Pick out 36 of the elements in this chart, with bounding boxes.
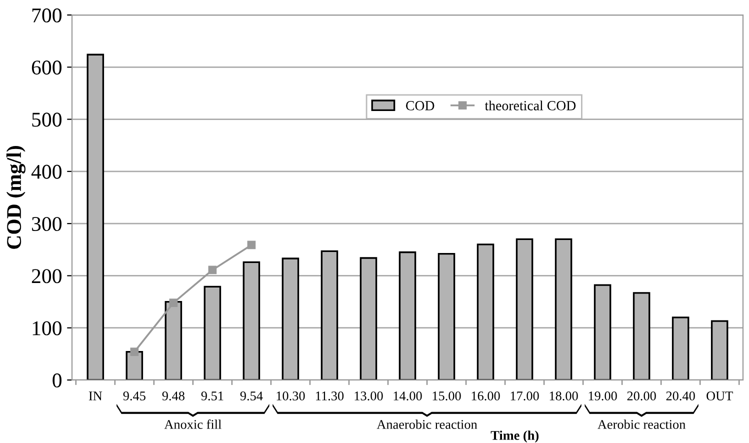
point — [208, 266, 217, 274]
x-tick-label: 10.30 — [276, 391, 305, 400]
text: Aerobic reaction — [598, 420, 686, 429]
x-tick-label: 13.00 — [354, 391, 383, 400]
x-tick-label: OUT — [706, 392, 733, 400]
point — [169, 298, 178, 307]
x-tick-label: 9.48 — [162, 391, 184, 400]
x-tick-label: 9.45 — [123, 392, 146, 400]
x-tick-label: 15.00 — [432, 391, 461, 400]
y-tick-label: 500 — [32, 112, 62, 127]
x-tick-label: 20.40 — [666, 391, 695, 400]
x-tick-label: IN — [88, 392, 102, 400]
y-tick-label: 600 — [32, 60, 62, 75]
text: Anaerobic reaction — [376, 420, 478, 429]
y-tick-label: 200 — [32, 269, 62, 284]
text: Anoxic fill — [164, 420, 222, 429]
legend-label: COD — [406, 101, 434, 110]
y-tick-label: 300 — [32, 216, 62, 232]
x-tick-label: 17.00 — [510, 391, 539, 400]
point — [130, 348, 139, 356]
y-tick-label: 700 — [32, 8, 62, 22]
x-tick-label: 16.00 — [472, 391, 500, 400]
x-tick-label: 18.00 — [550, 391, 578, 400]
legend-label: theoretical COD — [484, 100, 576, 110]
point — [247, 240, 256, 250]
x-tick-label: 9.54 — [240, 392, 263, 400]
x-tick-label: 14.00 — [394, 391, 422, 400]
y-tick-label: 100 — [32, 321, 62, 336]
x-tick-label: 11.30 — [316, 391, 344, 400]
y-tick-label: 400 — [31, 164, 62, 179]
x-axis-title: Time (h) — [490, 430, 539, 443]
y-tick-label: 0 — [52, 373, 62, 388]
x-tick-label: 9.51 — [201, 392, 224, 400]
y-axis-title: COD (mg/l) — [6, 146, 26, 249]
x-tick-label: 19.00 — [588, 391, 617, 400]
x-tick-label: 20.00 — [627, 391, 656, 400]
